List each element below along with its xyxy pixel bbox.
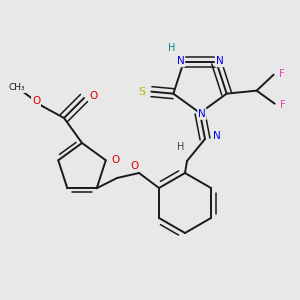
Text: N: N [198, 109, 206, 119]
Text: S: S [138, 87, 145, 97]
Text: H: H [177, 142, 185, 152]
Text: CH₃: CH₃ [9, 83, 25, 92]
Text: O: O [32, 96, 40, 106]
Text: F: F [279, 69, 285, 79]
Text: N: N [213, 131, 221, 141]
Text: N: N [216, 56, 223, 66]
Text: O: O [130, 161, 138, 171]
Text: O: O [89, 91, 97, 101]
Text: F: F [280, 100, 286, 110]
Text: O: O [112, 155, 120, 165]
Text: H: H [168, 43, 175, 53]
Text: N: N [177, 56, 184, 66]
